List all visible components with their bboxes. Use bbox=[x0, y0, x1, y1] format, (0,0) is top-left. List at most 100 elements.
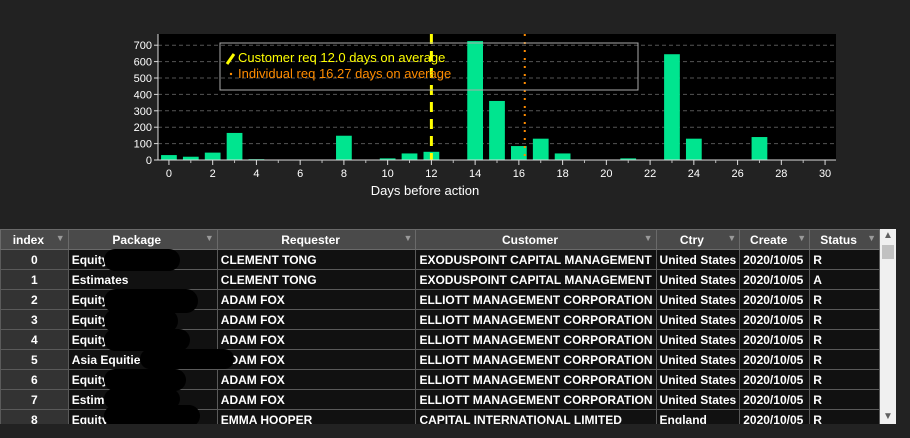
cell-customer: CAPITAL INTERNATIONAL LIMITED bbox=[415, 409, 657, 424]
cell-customer: ELLIOTT MANAGEMENT CORPORATION bbox=[415, 369, 657, 390]
column-header-requester[interactable]: Requester ▼ bbox=[216, 229, 417, 250]
column-header-index[interactable]: index ▼ bbox=[0, 229, 69, 250]
column-header-label: Requester bbox=[281, 232, 340, 247]
redaction-mark bbox=[104, 389, 180, 409]
data-grid[interactable]: index ▼ Package ▼ Requester ▼ Customer ▼ Ctry ▼ Cr… bbox=[0, 229, 880, 424]
redaction-mark bbox=[104, 369, 186, 391]
bar bbox=[336, 135, 352, 160]
x-tick-label: 20 bbox=[600, 168, 612, 180]
filter-icon[interactable]: ▼ bbox=[403, 233, 413, 243]
column-header-created[interactable]: Create ▼ bbox=[739, 229, 811, 250]
x-tick-label: 16 bbox=[513, 168, 525, 180]
x-tick-label: 0 bbox=[166, 168, 172, 180]
arrow-down-icon[interactable]: ▼ bbox=[883, 411, 893, 422]
x-tick-label: 10 bbox=[382, 168, 394, 180]
x-tick-label: 6 bbox=[297, 168, 303, 180]
table-row[interactable]: 1 Estimates CLEMENT TONG EXODUSPOINT CAPITA… bbox=[0, 269, 880, 290]
cell-status: R bbox=[809, 289, 880, 310]
cell-index: 8 bbox=[0, 409, 69, 424]
cell-created: 2020/10/05 bbox=[739, 409, 811, 424]
filter-icon[interactable]: ▼ bbox=[727, 233, 737, 243]
x-tick-label: 12 bbox=[425, 168, 437, 180]
filter-icon[interactable]: ▼ bbox=[204, 233, 214, 243]
arrow-up-icon[interactable]: ▲ bbox=[883, 230, 893, 241]
cell-customer: ELLIOTT MANAGEMENT CORPORATION bbox=[415, 289, 657, 310]
table-header-row: index ▼ Package ▼ Requester ▼ Customer ▼ Ctry ▼ Cr… bbox=[0, 229, 880, 250]
x-tick-label: 8 bbox=[341, 168, 347, 180]
bar bbox=[532, 138, 549, 160]
cell-status: R bbox=[809, 249, 880, 270]
cell-ctry: United States bbox=[655, 249, 741, 270]
column-header-customer[interactable]: Customer ▼ bbox=[415, 229, 657, 250]
x-tick-label: 18 bbox=[556, 168, 568, 180]
cell-ctry: United States bbox=[655, 349, 741, 370]
histogram-chart: 0 100 200 300 400 500 600 700 0 2 4 6 8 10 12 14 16 18 20 2… bbox=[0, 0, 910, 215]
bar bbox=[489, 100, 505, 160]
cell-index: 2 bbox=[0, 289, 69, 310]
column-header-label: index bbox=[12, 232, 45, 247]
scrollbar-thumb[interactable] bbox=[882, 245, 894, 259]
table-row[interactable]: 6 Equity ADAM FOX ELLIOTT MANAGEMENT CORPOR… bbox=[0, 369, 880, 390]
redaction-mark bbox=[140, 349, 234, 369]
cell-status: R bbox=[809, 349, 880, 370]
column-header-label: Status bbox=[820, 232, 857, 247]
vertical-scrollbar[interactable]: ▲ ▼ bbox=[880, 229, 896, 424]
filter-icon[interactable]: ▼ bbox=[797, 233, 807, 243]
x-tick-label: 28 bbox=[775, 168, 787, 180]
cell-customer: ELLIOTT MANAGEMENT CORPORATION bbox=[415, 349, 657, 370]
bar bbox=[510, 146, 527, 160]
column-header-ctry[interactable]: Ctry ▼ bbox=[655, 229, 741, 250]
bar bbox=[182, 156, 199, 160]
y-tick-label: 700 bbox=[134, 40, 152, 52]
bar bbox=[664, 54, 680, 160]
x-tick-label: 30 bbox=[819, 168, 831, 180]
column-header-package[interactable]: Package ▼ bbox=[67, 229, 218, 250]
cell-requester: EMMA HOOPER bbox=[216, 409, 417, 424]
y-tick-label: 300 bbox=[134, 106, 152, 118]
cell-requester: ADAM FOX bbox=[216, 329, 417, 350]
filter-icon[interactable]: ▼ bbox=[55, 233, 65, 243]
cell-ctry: England bbox=[655, 409, 741, 424]
legend-individual-swatch bbox=[229, 72, 233, 76]
column-header-status[interactable]: Status ▼ bbox=[809, 229, 880, 250]
bar bbox=[401, 153, 418, 160]
y-tick-label: 0 bbox=[146, 155, 152, 167]
cell-index: 0 bbox=[0, 249, 69, 270]
y-tick-label: 500 bbox=[134, 73, 152, 85]
redaction-mark bbox=[104, 329, 190, 351]
bar bbox=[204, 152, 221, 160]
legend-individual-label: Individual req 16.27 days on average bbox=[238, 66, 451, 81]
y-tick-label: 400 bbox=[134, 89, 152, 101]
cell-index: 4 bbox=[0, 329, 69, 350]
table-row[interactable]: 5 Asia Equities ADAM FOX ELLIOTT MANAGEMENT… bbox=[0, 349, 880, 370]
table-row[interactable]: 0 Equity CLEMENT TONG EXODUSPOINT CAPITAL M… bbox=[0, 249, 880, 270]
bar bbox=[161, 155, 177, 160]
cell-created: 2020/10/05 bbox=[739, 249, 811, 270]
bar bbox=[379, 158, 396, 160]
bar bbox=[685, 138, 702, 160]
cell-requester: ADAM FOX bbox=[216, 349, 417, 370]
cell-customer: ELLIOTT MANAGEMENT CORPORATION bbox=[415, 329, 657, 350]
cell-requester: ADAM FOX bbox=[216, 389, 417, 410]
cell-requester: CLEMENT TONG bbox=[216, 249, 417, 270]
bar bbox=[467, 41, 484, 160]
table-row[interactable]: 7 Estimates ADAM FOX ELLIOTT MANAGEMENT COR… bbox=[0, 389, 880, 410]
bar bbox=[554, 153, 571, 160]
x-tick-label: 2 bbox=[210, 168, 216, 180]
cell-index: 7 bbox=[0, 389, 69, 410]
cell-customer: ELLIOTT MANAGEMENT CORPORATION bbox=[415, 389, 657, 410]
y-tick-label: 200 bbox=[134, 122, 152, 134]
filter-icon[interactable]: ▼ bbox=[643, 233, 653, 243]
cell-requester: CLEMENT TONG bbox=[216, 269, 417, 290]
column-header-label: Customer bbox=[501, 232, 558, 247]
x-tick-label: 4 bbox=[253, 168, 259, 180]
bar bbox=[751, 137, 768, 160]
cell-ctry: United States bbox=[655, 329, 741, 350]
cell-created: 2020/10/05 bbox=[739, 269, 811, 290]
cell-created: 2020/10/05 bbox=[739, 389, 811, 410]
cell-package: Estimates bbox=[67, 269, 218, 290]
cell-ctry: United States bbox=[655, 369, 741, 390]
bar bbox=[620, 158, 637, 160]
filter-icon[interactable]: ▼ bbox=[867, 233, 876, 243]
